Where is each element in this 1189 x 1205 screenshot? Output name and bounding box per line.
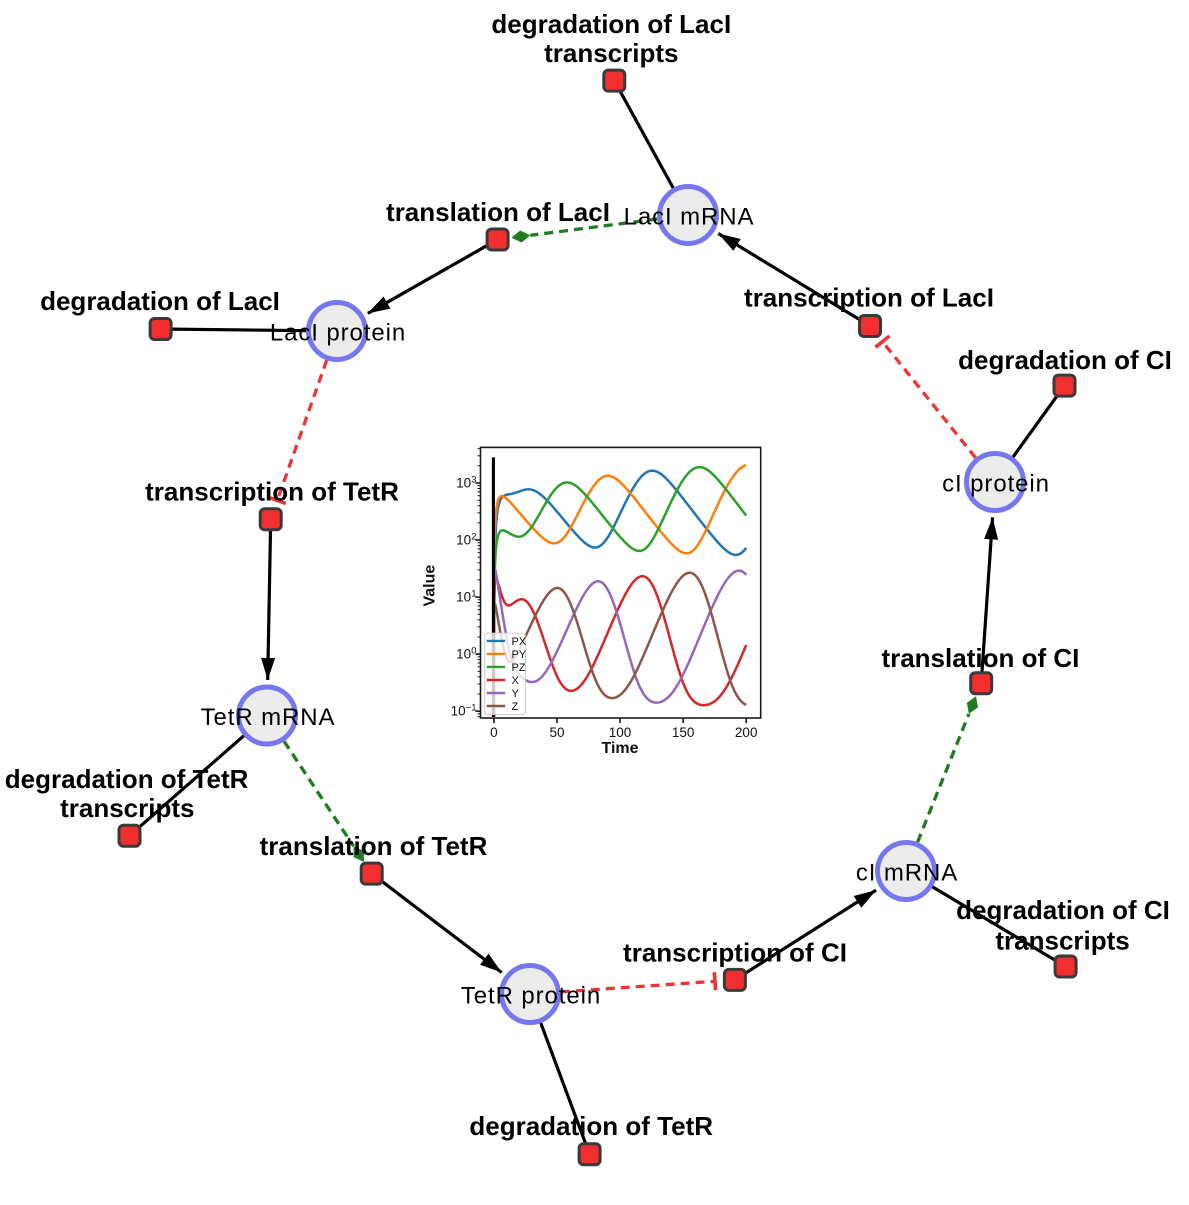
svg-text:degradation of TetR: degradation of TetR xyxy=(5,764,249,794)
svg-text:200: 200 xyxy=(735,725,758,740)
svg-text:transcription of TetR: transcription of TetR xyxy=(145,477,399,507)
svg-text:0: 0 xyxy=(490,725,498,740)
svg-text:degradation of CI: degradation of CI xyxy=(956,895,1170,925)
svg-text:TetR protein: TetR protein xyxy=(461,983,601,1010)
svg-text:transcripts: transcripts xyxy=(544,38,678,68)
svg-text:Time: Time xyxy=(601,740,638,757)
svg-text:TetR mRNA: TetR mRNA xyxy=(201,704,336,731)
svg-text:translation of LacI: translation of LacI xyxy=(386,197,610,227)
svg-text:PZ: PZ xyxy=(512,662,526,674)
svg-text:PY: PY xyxy=(512,649,527,661)
svg-text:degradation of LacI: degradation of LacI xyxy=(491,9,731,39)
svg-text:Value: Value xyxy=(422,565,439,607)
svg-text:degradation of LacI: degradation of LacI xyxy=(40,286,280,316)
svg-text:translation of CI: translation of CI xyxy=(881,643,1079,673)
svg-text:transcription of CI: transcription of CI xyxy=(623,938,847,968)
svg-text:X: X xyxy=(512,675,520,687)
svg-text:cI mRNA: cI mRNA xyxy=(856,860,958,887)
svg-text:Y: Y xyxy=(512,688,520,700)
svg-text:transcripts: transcripts xyxy=(60,793,194,823)
svg-text:translation of TetR: translation of TetR xyxy=(260,831,488,861)
svg-text:LacI mRNA: LacI mRNA xyxy=(624,204,755,231)
svg-text:degradation of CI: degradation of CI xyxy=(958,345,1172,375)
svg-text:transcription of LacI: transcription of LacI xyxy=(744,283,994,313)
svg-text:cI protein: cI protein xyxy=(942,471,1050,498)
svg-text:50: 50 xyxy=(549,725,564,740)
svg-text:100: 100 xyxy=(609,725,632,740)
svg-text:LacI protein: LacI protein xyxy=(270,320,406,347)
svg-text:transcripts: transcripts xyxy=(995,926,1129,956)
svg-text:degradation of TetR: degradation of TetR xyxy=(469,1111,713,1141)
svg-text:Z: Z xyxy=(512,701,519,713)
svg-text:150: 150 xyxy=(672,725,695,740)
svg-text:PX: PX xyxy=(512,636,527,648)
